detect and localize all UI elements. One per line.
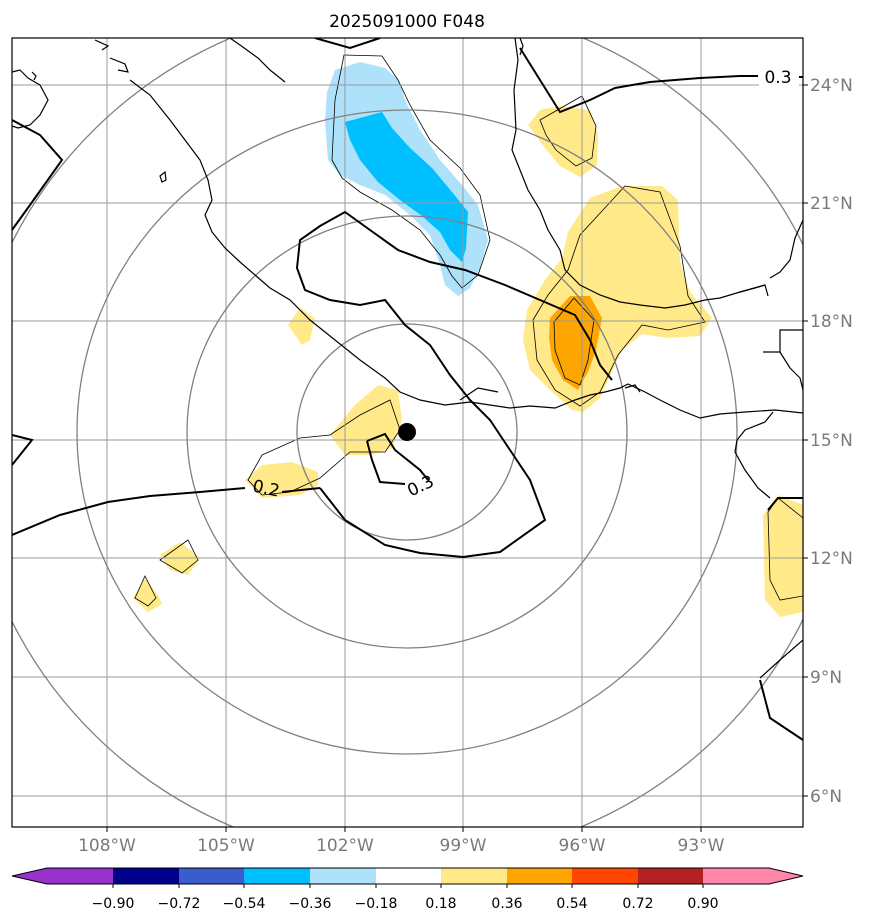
colorbar-tick-label: 0.90	[687, 896, 718, 912]
yellow-region-offshore-1	[330, 385, 402, 455]
yellow-region-gulf	[528, 106, 598, 177]
colorbar-segment-10	[638, 868, 703, 884]
colorbar-tick-label: −0.18	[355, 896, 398, 912]
lat-label-24n: 24°N	[810, 76, 853, 96]
lon-label-96w: 96°W	[559, 836, 606, 856]
lon-label-93w: 93°W	[678, 836, 725, 856]
colorbar-segment-3	[179, 868, 244, 884]
colorbar-tick-label: −0.54	[223, 896, 266, 912]
map-area: 0.3 0.2 0.3	[12, 38, 803, 827]
lon-label-99w: 99°W	[440, 836, 487, 856]
colorbar-tick-label: 0.54	[556, 896, 587, 912]
yellow-region-offshore-2	[245, 462, 318, 498]
colorbar: −0.90 −0.72 −0.54 −0.36 −0.18 0.18 0.36 …	[11, 867, 804, 912]
contour-label-center: 0.3	[404, 472, 437, 502]
colorbar-tick-label: 0.18	[425, 896, 456, 912]
contour-label-left: 0.2	[251, 477, 282, 502]
colorbar-extend-right	[769, 868, 803, 884]
colorbar-segment-1	[47, 868, 113, 884]
colorbar-segment-11	[703, 868, 769, 884]
lon-label-102w: 102°W	[316, 836, 374, 856]
colorbar-extend-left	[12, 868, 47, 884]
map-title: 2025091000 F048	[329, 12, 485, 32]
blue-region	[345, 112, 468, 262]
longitude-labels: 108°W 105°W 102°W 99°W 96°W 93°W	[78, 836, 725, 856]
lon-label-105w: 105°W	[197, 836, 255, 856]
lat-label-15n: 15°N	[810, 431, 853, 451]
thin-contours	[134, 54, 803, 607]
yellow-region-small-3	[133, 578, 162, 612]
shaded-field-positive	[133, 106, 803, 617]
colorbar-segment-4	[244, 868, 310, 884]
latitude-labels: 24°N 21°N 18°N 15°N 12°N 9°N 6°N	[810, 76, 853, 807]
colorbar-segment-2	[113, 868, 179, 884]
colorbar-tick-label: −0.36	[289, 896, 332, 912]
colorbar-tick-label: −0.72	[158, 896, 201, 912]
colorbar-tick-label: 0.36	[491, 896, 522, 912]
coastlines	[12, 38, 803, 679]
lat-label-18n: 18°N	[810, 312, 853, 332]
colorbar-segment-6	[376, 868, 441, 884]
colorbar-tick-label: −0.90	[92, 896, 135, 912]
lat-label-21n: 21°N	[810, 194, 853, 214]
storm-center-marker	[398, 423, 416, 441]
lat-label-6n: 6°N	[810, 787, 842, 807]
axis-ticks	[106, 84, 808, 832]
lon-label-108w: 108°W	[78, 836, 136, 856]
colorbar-segment-5	[310, 868, 376, 884]
yellow-region-small-1	[288, 308, 315, 345]
shaded-field-negative	[325, 62, 488, 296]
lat-label-12n: 12°N	[810, 549, 853, 569]
lat-lon-grid	[12, 38, 803, 827]
colorbar-tick-label: 0.72	[622, 896, 653, 912]
orange-region	[549, 296, 602, 390]
map-frame	[11, 37, 804, 828]
colorbar-segment-7	[441, 868, 507, 884]
yellow-region-south-mexico	[523, 186, 712, 412]
range-rings	[12, 38, 803, 827]
bold-contours	[12, 38, 803, 741]
colorbar-segment-9	[572, 868, 638, 884]
contour-label-top: 0.3	[764, 68, 791, 88]
colorbar-outline	[11, 867, 804, 885]
colorbar-segment-8	[507, 868, 572, 884]
lat-label-9n: 9°N	[810, 668, 842, 688]
